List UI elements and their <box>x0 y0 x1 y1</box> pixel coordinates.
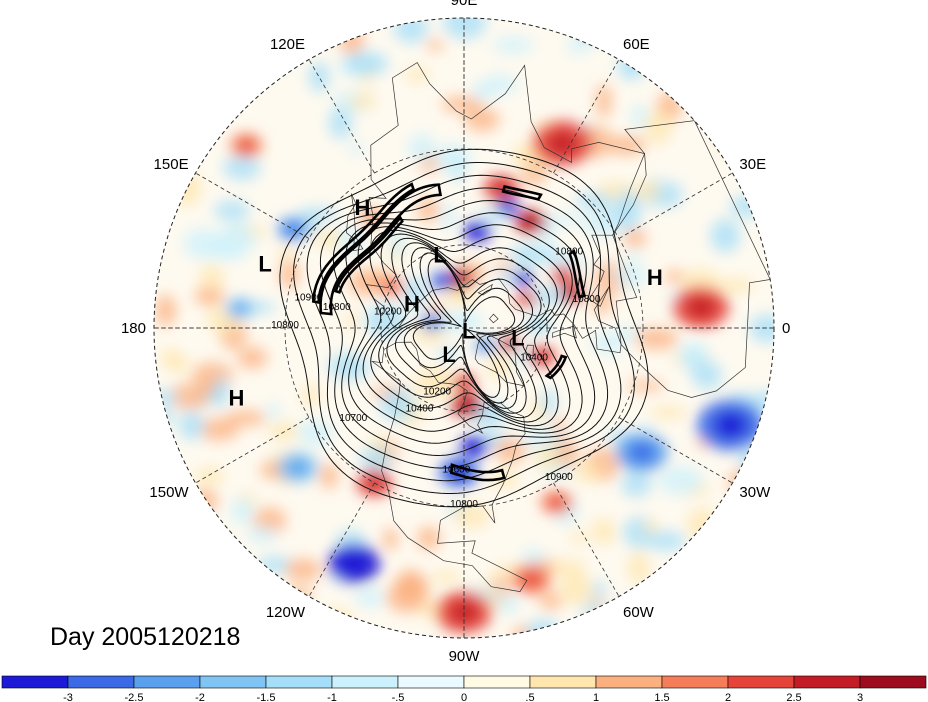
colorbar-tick-label: -2 <box>195 692 205 702</box>
low-pressure-marker: L <box>442 342 455 367</box>
colorbar-swatch <box>463 675 531 689</box>
colorbar-swatch <box>133 675 201 689</box>
colorbar-tick-label: 1 <box>593 692 599 702</box>
contour-label: 10900 <box>294 293 322 304</box>
longitude-label: 120W <box>266 604 306 621</box>
graticule <box>154 18 774 638</box>
colorbar-swatch <box>793 675 861 689</box>
longitude-label: 60E <box>623 36 650 53</box>
colorbar-tick-label: -2.5 <box>125 692 144 702</box>
colorbar-tick-label: 3 <box>857 692 863 702</box>
longitude-labels: 90E 60E 30E 0 30W 60W 90W 120W 150W 180 150E 120E <box>121 0 790 665</box>
map-boundary <box>153 17 775 639</box>
contour-label: 10800 <box>323 302 351 313</box>
colorbar-tick-label: -1.5 <box>257 692 276 702</box>
contour-label: 10800 <box>450 499 478 510</box>
longitude-label: 30W <box>739 484 771 501</box>
longitude-label: 150E <box>154 156 189 173</box>
colorbar-swatch <box>529 675 597 689</box>
colorbar-tick-label: 2.5 <box>786 692 801 702</box>
colorbar-swatch <box>397 675 465 689</box>
longitude-label: 30E <box>739 156 766 173</box>
contour-label: 10900 <box>545 472 573 483</box>
colorbar-tick-label: 1.5 <box>654 692 669 702</box>
colorbar-tick-label: -3 <box>63 692 73 702</box>
contour-label: 10800 <box>573 294 601 305</box>
colorbar-tick-label: -.5 <box>392 692 405 702</box>
longitude-label: 150W <box>149 484 189 501</box>
colorbar-swatch <box>1 675 69 689</box>
high-pressure-marker: H <box>355 195 371 220</box>
low-pressure-marker: L <box>433 243 446 268</box>
high-pressure-marker: H <box>229 386 245 411</box>
contour-label: 10700 <box>339 413 367 424</box>
low-pressure-marker: L <box>511 326 524 351</box>
contour-label: 10600 <box>442 464 470 475</box>
colorbar-swatch <box>661 675 729 689</box>
page-title: Day 2005120218 <box>50 623 240 651</box>
low-pressure-marker: L <box>258 251 271 276</box>
high-pressure-marker: H <box>404 292 420 317</box>
longitude-label: 90E <box>451 0 478 9</box>
contour-label: 10400 <box>406 404 434 415</box>
contour-label: 10800 <box>271 320 299 331</box>
longitude-label: 120E <box>270 36 305 53</box>
colorbar-tick-label: 2 <box>725 692 731 702</box>
colorbar-swatch <box>331 675 399 689</box>
colorbar-swatch <box>199 675 267 689</box>
jet-stream-contours <box>311 182 586 482</box>
contour-label: 10800 <box>555 246 583 257</box>
contour-label: 10200 <box>374 307 402 318</box>
colorbar-swatch <box>859 675 927 689</box>
colorbar-tick-label: 0 <box>461 692 467 702</box>
colorbar-tick-label: -1 <box>327 692 337 702</box>
low-pressure-marker: L <box>462 319 475 344</box>
longitude-label: 90W <box>449 648 481 665</box>
colorbar: -3 -2.5 -2 -1.5 -1 -.5 0 .5 1 1.5 2 2.5 3 <box>1 675 927 702</box>
longitude-label: 180 <box>121 320 146 337</box>
contour-label: 10400 <box>520 353 548 364</box>
colorbar-swatch <box>67 675 135 689</box>
high-pressure-marker: H <box>647 265 663 290</box>
colorbar-swatch <box>265 675 333 689</box>
colorbar-swatch <box>727 675 795 689</box>
colorbar-swatch <box>595 675 663 689</box>
longitude-label: 0 <box>782 320 790 337</box>
colorbar-tick-label: .5 <box>525 692 534 702</box>
contour-label: 10200 <box>423 386 451 397</box>
longitude-label: 60W <box>623 604 655 621</box>
